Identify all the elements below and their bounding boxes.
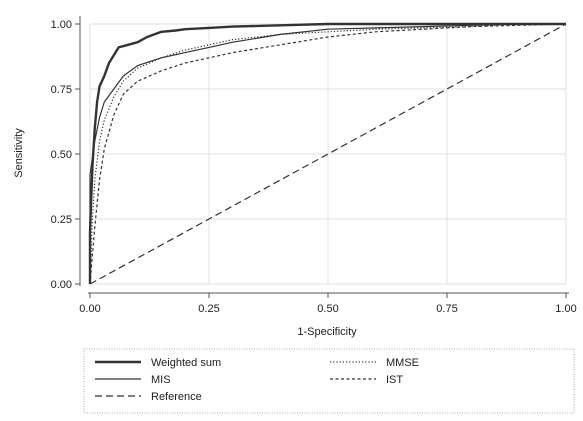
legend-label-ist: IST [386, 374, 403, 386]
y-tick-label-0: 0.00 [51, 279, 72, 291]
legend-label-mis: MIS [151, 374, 171, 386]
axes-layer: 0.00 0.25 0.50 0.75 1.00 0.00 0.25 0.50 0.75 1.00 [51, 16, 577, 315]
legend-box [83, 348, 575, 414]
legend-label-mmse: MMSE [386, 357, 419, 369]
legend: Weighted sum MIS MMSE IST Reference [83, 348, 575, 414]
x-tick-label-3: 0.75 [436, 303, 457, 315]
series-line-mmse [89, 23, 566, 285]
series-line-weighted-sum [88, 22, 566, 284]
y-tick-label-4: 1.00 [51, 19, 72, 31]
series-line-mis [89, 23, 566, 284]
legend-label-reference: Reference [151, 391, 202, 403]
y-tick-label-2: 0.50 [51, 149, 72, 161]
x-axis-title: 1-Specificity [297, 326, 357, 338]
y-axis-title: Sensitivity [13, 128, 25, 178]
x-tick-label-4: 1.00 [555, 303, 576, 315]
x-tick-label-1: 0.25 [198, 303, 219, 315]
y-tick-label-1: 0.25 [51, 214, 72, 226]
series-layer [88, 22, 567, 285]
series-line-reference [89, 23, 567, 285]
y-tick-label-3: 0.75 [51, 84, 72, 96]
series-line-ist [89, 23, 567, 285]
x-tick-label-2: 0.50 [317, 303, 338, 315]
x-tick-label-0: 0.00 [79, 303, 100, 315]
legend-label-weighted-sum: Weighted sum [151, 357, 221, 369]
